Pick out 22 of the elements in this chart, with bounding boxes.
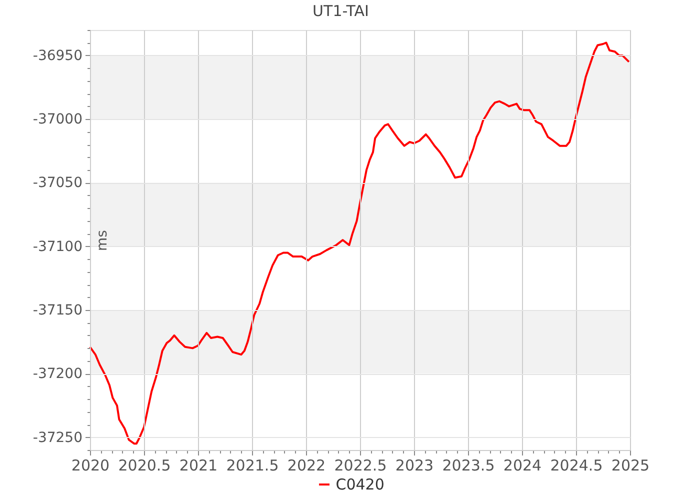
y-tick-label: -37250: [32, 430, 82, 446]
x-tick-label: 2021.5: [226, 456, 279, 474]
x-tick-label: 2022: [287, 456, 326, 474]
x-tick-label: 2025: [611, 456, 650, 474]
line-series: [89, 42, 630, 445]
x-tick-label: 2021: [179, 456, 218, 474]
x-tick-label: 2020.5: [118, 456, 171, 474]
x-tick-label: 2023: [395, 456, 434, 474]
y-tick-label: -37050: [32, 175, 82, 192]
legend-label: C0420: [336, 476, 384, 494]
x-tick-label: 2023.5: [442, 456, 495, 474]
y-tick-label: -37000: [32, 112, 82, 128]
x-tick-label: 2024: [503, 456, 542, 474]
y-axis-title: ms: [94, 230, 110, 251]
x-tick-label: 2024.5: [550, 456, 603, 474]
y-tick-label: -36950: [32, 48, 82, 64]
y-tick-label: -37150: [32, 302, 82, 318]
x-tick-label: 2020: [71, 456, 110, 474]
y-tick-label: -37100: [32, 238, 82, 255]
x-tick-label: 2022.5: [334, 456, 387, 474]
chart-title: UT1-TAI: [312, 2, 369, 20]
y-tick-label: -37200: [32, 366, 82, 382]
